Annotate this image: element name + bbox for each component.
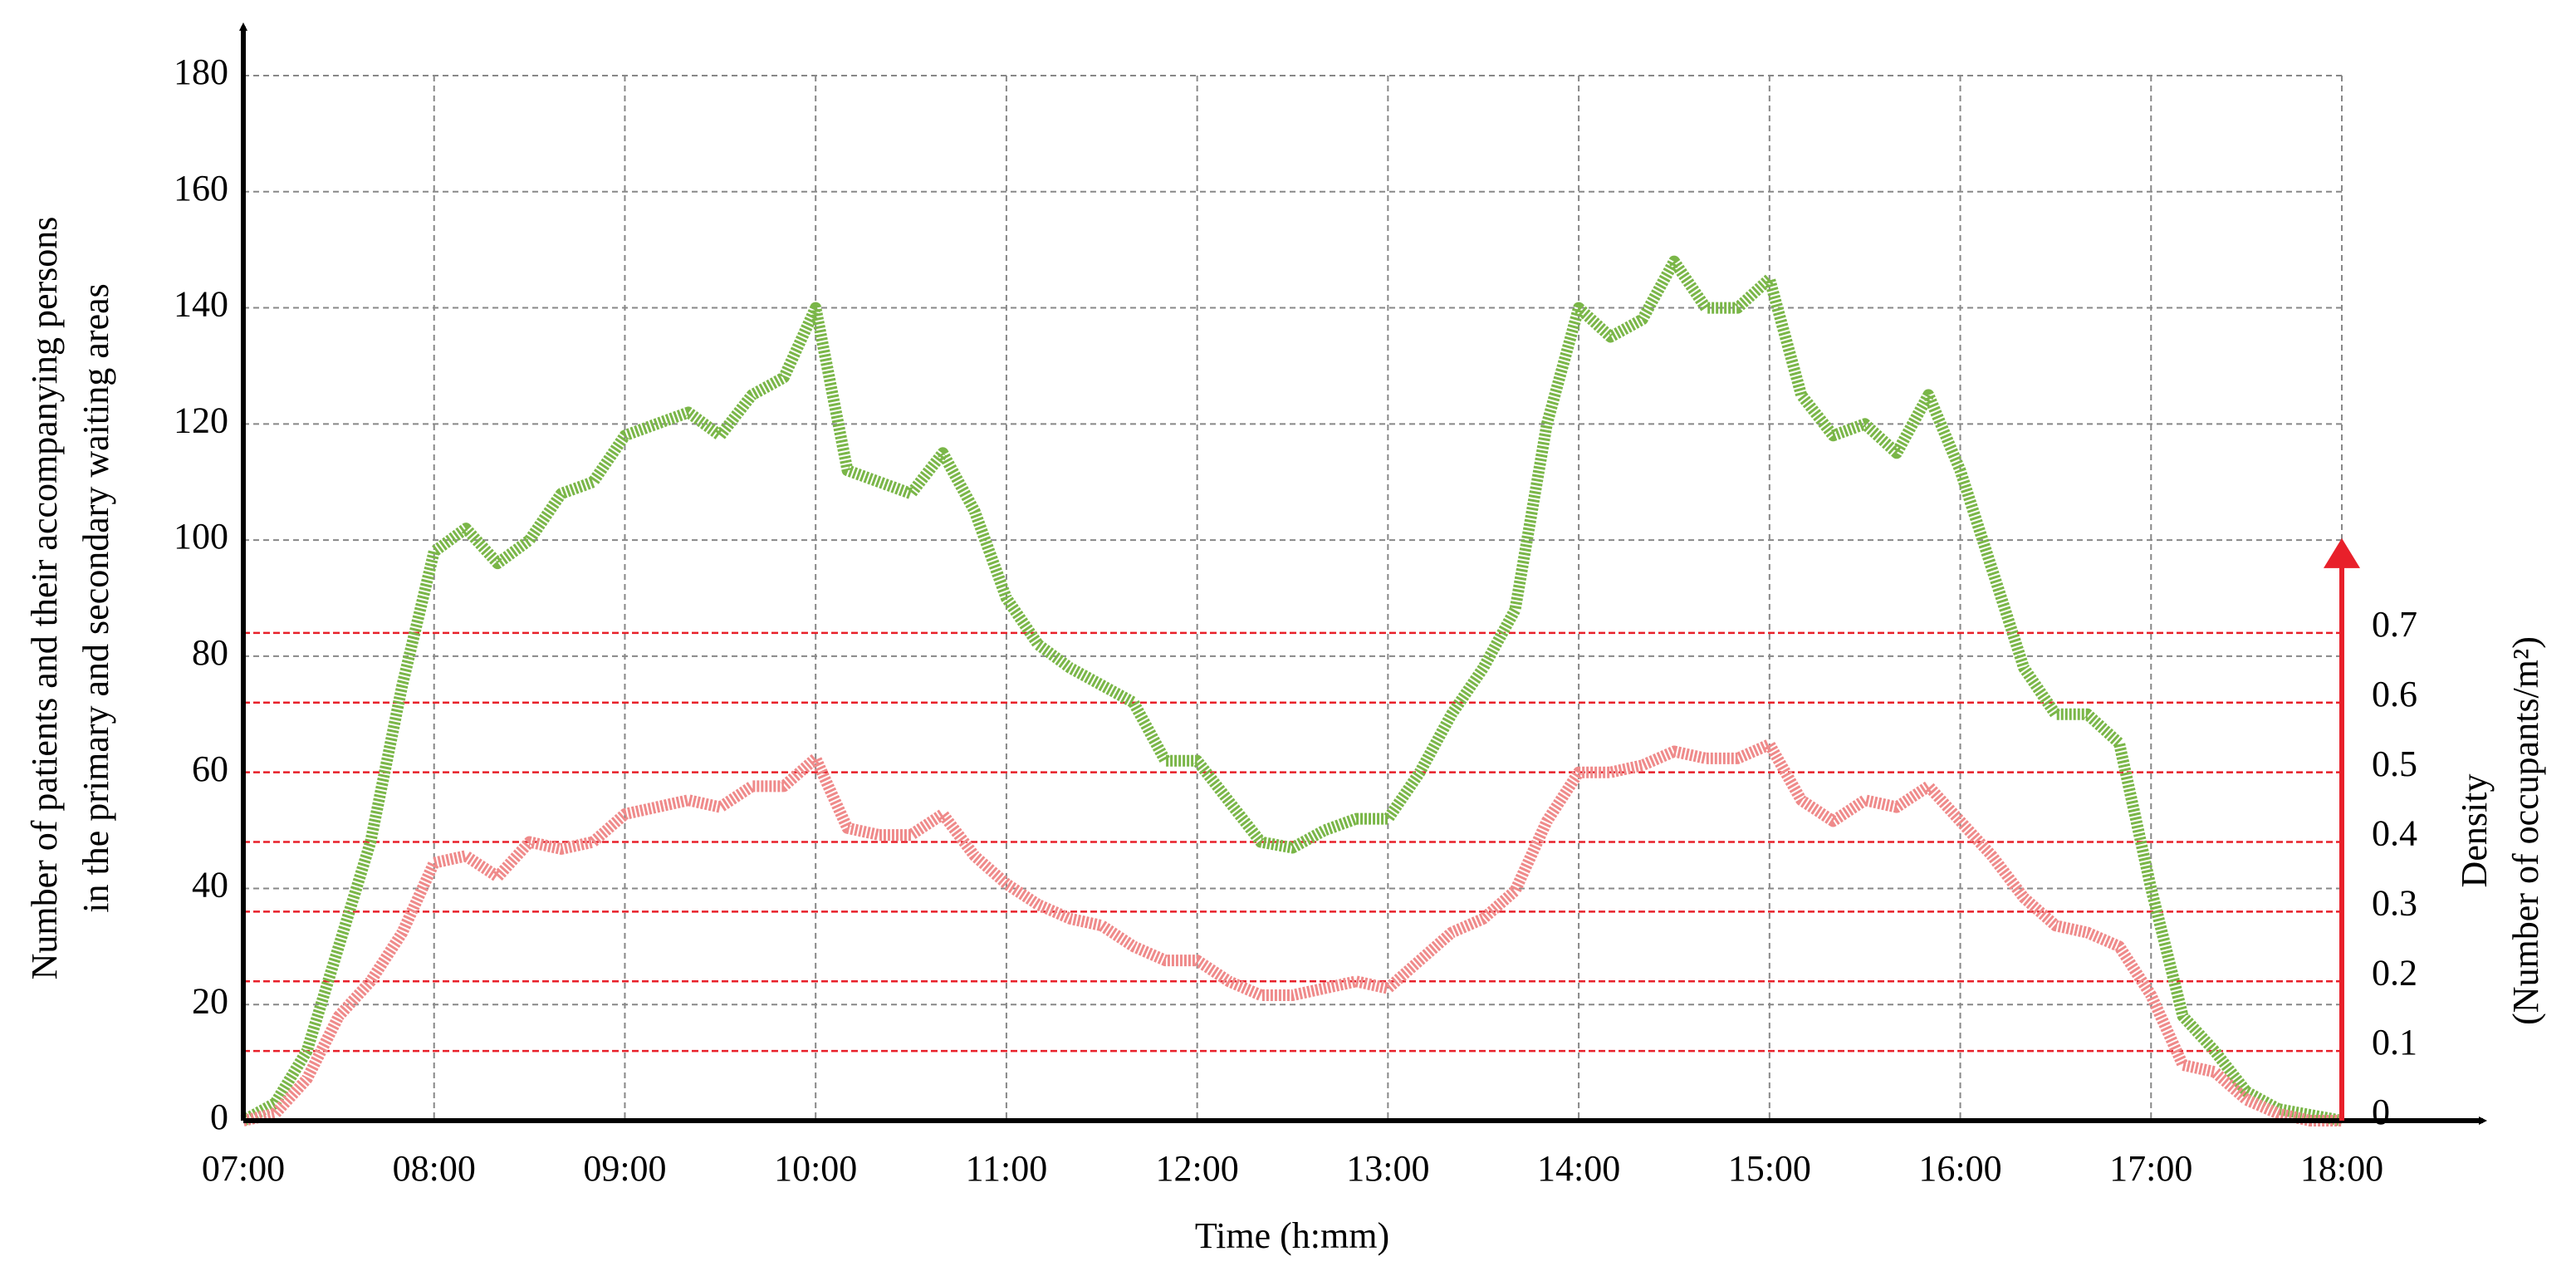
y2-axis-arrow	[2324, 537, 2360, 568]
x-tick-label: 17:00	[2109, 1148, 2192, 1189]
x-tick-label: 11:00	[966, 1148, 1048, 1189]
x-tick-label: 07:00	[202, 1148, 285, 1189]
y2-tick-label: 0.5	[2372, 744, 2417, 784]
y-tick-label: 160	[174, 168, 228, 209]
y-tick-label: 40	[192, 865, 228, 906]
y2-axis-label: (Number of occupants/m²)	[2505, 636, 2546, 1025]
y-tick-label: 20	[192, 980, 228, 1021]
y-axis-label: Number of patients and their accompanyin…	[24, 217, 65, 980]
y2-tick-label: 0.7	[2372, 604, 2417, 645]
y-tick-label: 60	[192, 748, 228, 789]
x-tick-label: 14:00	[1537, 1148, 1620, 1189]
x-tick-label: 10:00	[774, 1148, 857, 1189]
x-tick-label: 13:00	[1346, 1148, 1429, 1189]
y2-tick-label: 0	[2372, 1092, 2390, 1132]
y2-tick-label: 0.6	[2372, 674, 2417, 714]
x-tick-label: 18:00	[2300, 1148, 2383, 1189]
y-tick-label: 100	[174, 516, 228, 557]
y-tick-label: 120	[174, 400, 228, 440]
x-tick-label: 08:00	[393, 1148, 476, 1189]
x-axis-label: Time (h:mm)	[1195, 1215, 1389, 1256]
y2-tick-label: 0.2	[2372, 952, 2417, 993]
series-line	[242, 739, 2342, 1126]
y-tick-label: 140	[174, 284, 228, 325]
y2-tick-label: 0.3	[2372, 882, 2417, 923]
x-tick-label: 15:00	[1728, 1148, 1811, 1189]
y-tick-label: 80	[192, 632, 228, 673]
y-axis-label: in the primary and secondary waiting are…	[76, 283, 116, 913]
y2-tick-label: 0.4	[2372, 813, 2417, 854]
y-tick-label: 180	[174, 52, 228, 92]
y2-tick-label: 0.1	[2372, 1022, 2417, 1063]
x-tick-label: 12:00	[1156, 1148, 1239, 1189]
y2-axis-label: Density	[2454, 774, 2495, 888]
x-tick-label: 09:00	[583, 1148, 666, 1189]
y-tick-label: 0	[210, 1097, 228, 1137]
x-tick-label: 16:00	[1918, 1148, 2001, 1189]
series-line	[240, 255, 2343, 1126]
